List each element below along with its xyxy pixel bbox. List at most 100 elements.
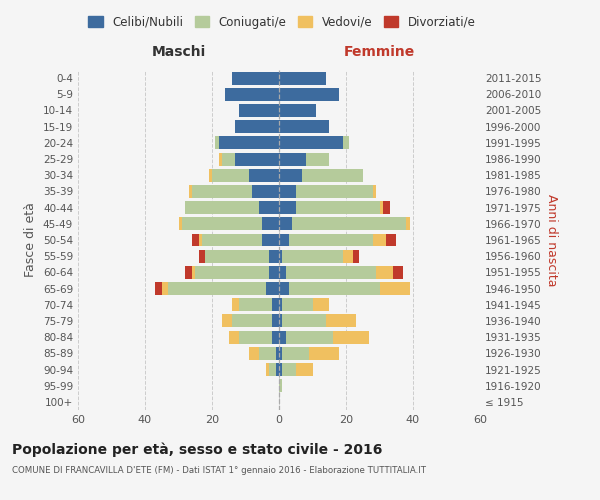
Bar [380, 201, 383, 214]
Bar [262, 234, 279, 246]
Bar [286, 330, 332, 344]
Bar [185, 266, 192, 279]
Bar [279, 152, 306, 166]
Bar [272, 298, 279, 311]
Bar [326, 314, 356, 328]
Bar [252, 185, 279, 198]
Bar [269, 363, 275, 376]
Bar [292, 218, 406, 230]
Bar [205, 250, 269, 262]
Bar [269, 266, 279, 279]
Bar [373, 185, 376, 198]
Bar [235, 120, 279, 133]
Bar [212, 169, 249, 181]
Bar [286, 266, 376, 279]
Bar [262, 218, 279, 230]
Bar [406, 218, 410, 230]
Bar [162, 282, 169, 295]
Bar [279, 201, 296, 214]
Bar [309, 347, 340, 360]
Bar [239, 298, 272, 311]
Bar [283, 363, 296, 376]
Bar [279, 347, 283, 360]
Bar [279, 88, 340, 101]
Bar [289, 234, 373, 246]
Bar [279, 250, 283, 262]
Bar [279, 298, 283, 311]
Bar [185, 201, 259, 214]
Text: Maschi: Maschi [151, 44, 206, 59]
Bar [332, 330, 370, 344]
Bar [353, 250, 359, 262]
Bar [343, 136, 349, 149]
Bar [179, 218, 182, 230]
Bar [279, 136, 343, 149]
Bar [279, 282, 289, 295]
Bar [259, 347, 275, 360]
Bar [218, 136, 279, 149]
Bar [279, 120, 329, 133]
Bar [229, 330, 239, 344]
Bar [279, 104, 316, 117]
Bar [232, 314, 272, 328]
Bar [266, 282, 279, 295]
Bar [259, 201, 279, 214]
Bar [202, 234, 262, 246]
Bar [222, 152, 235, 166]
Bar [209, 169, 212, 181]
Bar [269, 250, 279, 262]
Bar [279, 363, 283, 376]
Bar [376, 266, 393, 279]
Bar [249, 347, 259, 360]
Bar [279, 330, 286, 344]
Bar [283, 314, 326, 328]
Bar [239, 330, 272, 344]
Bar [272, 314, 279, 328]
Bar [279, 266, 286, 279]
Bar [222, 314, 232, 328]
Bar [188, 185, 192, 198]
Bar [279, 379, 283, 392]
Bar [195, 266, 269, 279]
Bar [155, 282, 162, 295]
Bar [232, 298, 239, 311]
Bar [380, 282, 410, 295]
Bar [199, 234, 202, 246]
Bar [272, 330, 279, 344]
Bar [279, 169, 302, 181]
Bar [283, 250, 343, 262]
Bar [219, 152, 222, 166]
Bar [182, 218, 262, 230]
Bar [306, 152, 329, 166]
Bar [393, 266, 403, 279]
Bar [275, 363, 279, 376]
Bar [192, 266, 195, 279]
Bar [199, 250, 205, 262]
Bar [232, 72, 279, 85]
Bar [289, 282, 380, 295]
Bar [239, 104, 279, 117]
Bar [313, 298, 329, 311]
Bar [279, 314, 283, 328]
Text: Popolazione per età, sesso e stato civile - 2016: Popolazione per età, sesso e stato civil… [12, 442, 382, 457]
Text: Femmine: Femmine [344, 44, 415, 59]
Bar [296, 201, 380, 214]
Bar [279, 218, 292, 230]
Bar [249, 169, 279, 181]
Bar [302, 169, 363, 181]
Bar [373, 234, 386, 246]
Bar [279, 185, 296, 198]
Bar [296, 185, 373, 198]
Bar [266, 363, 269, 376]
Y-axis label: Anni di nascita: Anni di nascita [545, 194, 558, 286]
Bar [386, 234, 396, 246]
Bar [279, 72, 326, 85]
Bar [215, 136, 218, 149]
Bar [226, 88, 279, 101]
Bar [169, 282, 266, 295]
Y-axis label: Fasce di età: Fasce di età [25, 202, 37, 278]
Bar [279, 234, 289, 246]
Bar [235, 152, 279, 166]
Bar [283, 298, 313, 311]
Bar [296, 363, 313, 376]
